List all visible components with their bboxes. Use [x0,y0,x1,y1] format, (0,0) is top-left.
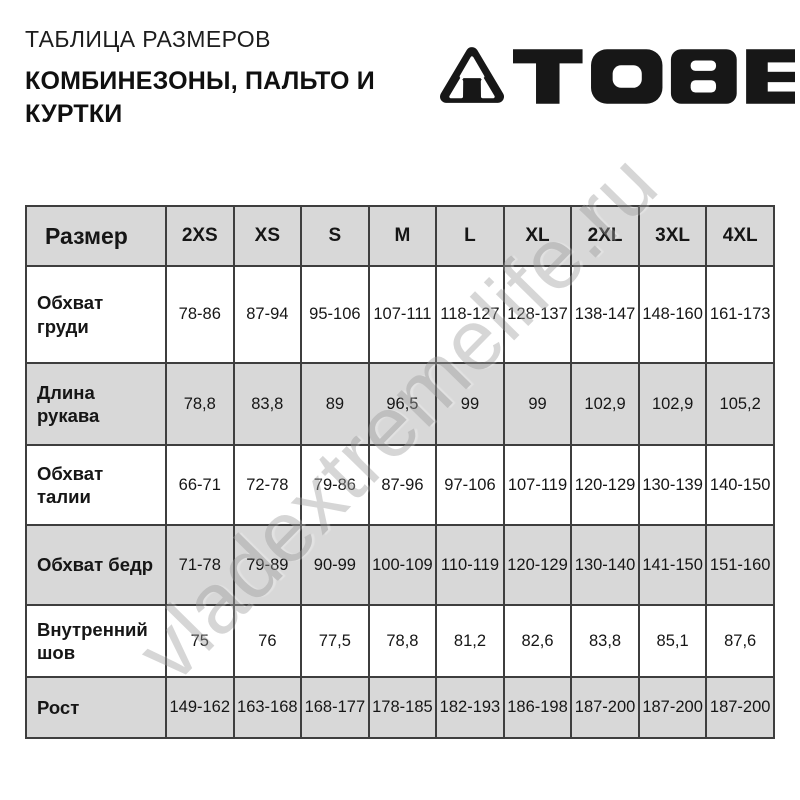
value-cell: 130-140 [570,524,640,606]
value-cell: 79-89 [232,524,303,606]
value-cell: 187-200 [570,676,640,739]
title-block: ТАБЛИЦА РАЗМЕРОВ КОМБИНЕЗОНЫ, ПАЛЬТО И К… [25,26,425,131]
measurement-row-label: Обхват бедр [25,524,167,606]
value-cell: 82,6 [502,604,573,678]
value-cell: 107-119 [502,444,573,526]
value-cell: 168-177 [300,676,370,739]
value-cell: 187-200 [705,676,775,739]
value-cell: 75 [165,604,235,678]
value-cell: 120-129 [502,524,573,606]
value-cell: 83,8 [570,604,640,678]
value-cell: 79-86 [300,444,370,526]
measurement-row-label: Длина рукава [25,362,167,446]
value-cell: 187-200 [637,676,708,739]
table-row: Внутренний шов 75 76 77,5 78,8 81,2 82,6 83,8 85… [25,604,775,678]
value-cell: 97-106 [435,444,505,526]
value-cell: 78,8 [165,362,235,446]
page-title: КОМБИНЕЗОНЫ, ПАЛЬТО И КУРТКИ [25,67,375,128]
value-cell: 110-119 [435,524,505,606]
value-cell: 72-78 [232,444,303,526]
measurement-row-label: Обхват талии [25,444,167,526]
value-cell: 78,8 [367,604,438,678]
value-cell: 78-86 [165,265,235,364]
value-cell: 141-150 [637,524,708,606]
size-table-body: Обхват груди 78-86 87-94 95-106 107-111 118-1… [25,265,775,739]
value-cell: 178-185 [367,676,438,739]
size-column-header: 4XL [705,205,775,267]
size-table: Размер 2XS XS S M L XL 2XL 3XL 4XL Обхват груди 78… [25,205,775,739]
size-column-header: M [367,205,438,267]
value-cell: 96,5 [367,362,438,446]
size-column-header: S [300,205,370,267]
value-cell: 163-168 [232,676,303,739]
value-cell: 118-127 [435,265,505,364]
value-cell: 95-106 [300,265,370,364]
value-cell: 76 [232,604,303,678]
value-cell: 140-150 [705,444,775,526]
table-row: Рост 149-162 163-168 168-177 178-185 182-193 1… [25,676,775,739]
value-cell: 186-198 [502,676,573,739]
value-cell: 89 [300,362,370,446]
table-row: Обхват талии 66-71 72-78 79-86 87-96 97-106 10… [25,444,775,526]
tobe-logo [440,44,795,108]
value-cell: 107-111 [367,265,438,364]
value-cell: 149-162 [165,676,235,739]
value-cell: 66-71 [165,444,235,526]
value-cell: 77,5 [300,604,370,678]
measurement-row-label: Рост [25,676,167,739]
value-cell: 99 [435,362,505,446]
value-cell: 138-147 [570,265,640,364]
size-column-header: XS [232,205,303,267]
size-column-header: 2XL [570,205,640,267]
value-cell: 87-96 [367,444,438,526]
value-cell: 148-160 [637,265,708,364]
value-cell: 99 [502,362,573,446]
size-table-corner-header: Размер [25,205,167,267]
value-cell: 102,9 [637,362,708,446]
value-cell: 100-109 [367,524,438,606]
value-cell: 182-193 [435,676,505,739]
value-cell: 85,1 [637,604,708,678]
value-cell: 130-139 [637,444,708,526]
value-cell: 102,9 [570,362,640,446]
value-cell: 71-78 [165,524,235,606]
tobe-triangle-icon [440,47,504,103]
table-row: Обхват груди 78-86 87-94 95-106 107-111 118-1… [25,265,775,364]
value-cell: 151-160 [705,524,775,606]
value-cell: 87,6 [705,604,775,678]
size-column-header: L [435,205,505,267]
size-column-header: 3XL [637,205,708,267]
value-cell: 128-137 [502,265,573,364]
table-row: Обхват бедр 71-78 79-89 90-99 100-109 110-119… [25,524,775,606]
value-cell: 83,8 [232,362,303,446]
size-column-header: XL [502,205,573,267]
value-cell: 120-129 [570,444,640,526]
value-cell: 87-94 [232,265,303,364]
value-cell: 81,2 [435,604,505,678]
measurement-row-label: Внутренний шов [25,604,167,678]
table-row: Длина рукава 78,8 83,8 89 96,5 99 99 102,9 102,9… [25,362,775,446]
size-column-header: 2XS [165,205,235,267]
tobe-wordmark [513,48,795,104]
size-table-header-row: Размер 2XS XS S M L XL 2XL 3XL 4XL [25,205,775,267]
value-cell: 90-99 [300,524,370,606]
page-eyebrow: ТАБЛИЦА РАЗМЕРОВ [25,26,271,52]
measurement-row-label: Обхват груди [25,265,167,364]
value-cell: 105,2 [705,362,775,446]
value-cell: 161-173 [705,265,775,364]
